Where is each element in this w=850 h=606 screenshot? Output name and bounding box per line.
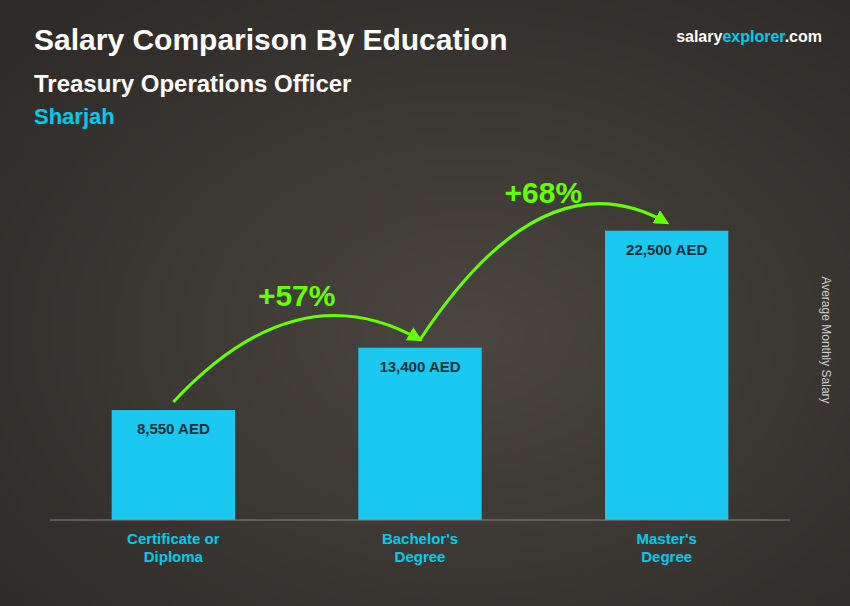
x-tick-label-line: Certificate or — [127, 530, 220, 547]
x-tick-label-line: Degree — [395, 548, 446, 565]
growth-arrow — [420, 204, 667, 340]
annotation: +57% — [258, 279, 336, 312]
x-tick-label: Bachelor'sDegree — [382, 530, 458, 565]
watermark-part: .com — [785, 28, 822, 45]
location: Sharjah — [34, 104, 115, 129]
bar — [358, 348, 481, 520]
data-label: 22,500 AED — [626, 241, 707, 258]
y-axis-label: Average Monthly Salary — [819, 276, 833, 403]
x-tick-label-line: Diploma — [144, 548, 204, 565]
growth-arrow — [173, 315, 420, 402]
data-label: 13,400 AED — [379, 358, 460, 375]
bars — [112, 231, 729, 520]
x-tick-label: Master'sDegree — [637, 530, 697, 565]
x-axis-line — [50, 520, 790, 521]
bar — [112, 410, 235, 520]
background — [0, 0, 850, 606]
bar — [605, 231, 728, 520]
watermark: salaryexplorer.com — [676, 28, 822, 45]
watermark-part: explorer — [722, 28, 785, 45]
watermark-part: salary — [676, 28, 722, 45]
title: Salary Comparison By Education — [34, 23, 507, 56]
data-label: 8,550 AED — [137, 420, 210, 437]
x-tick-label-line: Master's — [637, 530, 697, 547]
subtitle: Treasury Operations Officer — [34, 70, 351, 97]
x-tick-label-line: Bachelor's — [382, 530, 458, 547]
annotation: +68% — [505, 176, 583, 209]
x-tick-label: Certificate orDiploma — [127, 530, 220, 565]
chart: Salary Comparison By Education salaryexpl… — [0, 0, 850, 606]
x-tick-label-line: Degree — [641, 548, 692, 565]
